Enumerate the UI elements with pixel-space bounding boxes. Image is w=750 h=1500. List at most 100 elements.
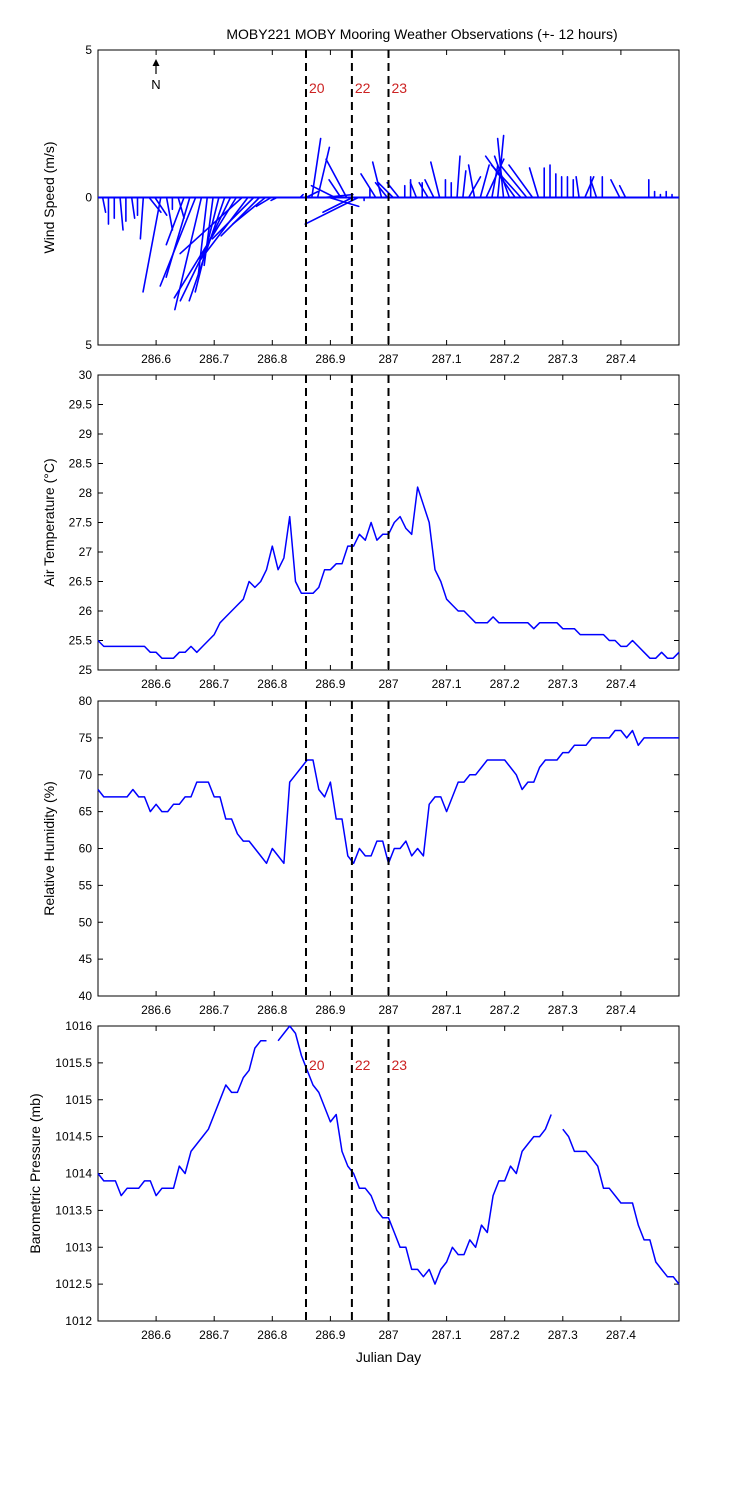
wind-vector <box>255 196 272 208</box>
x-tick-label: 287.3 <box>548 352 578 366</box>
wind-vector <box>310 184 336 199</box>
x-tick-label: 287.4 <box>606 1003 636 1017</box>
wind-vector <box>371 161 383 199</box>
y-tick-label: 0 <box>85 191 92 205</box>
wind-vector <box>377 181 394 199</box>
wind-vector <box>177 196 185 219</box>
figure-title: MOBY221 MOBY Mooring Weather Observation… <box>226 26 617 42</box>
panel-relative-humidity: 286.6 286.7 286.8 286.9 287 287.1 287.2 287.3 28… <box>41 694 680 1017</box>
y-tick-label: 1012.5 <box>55 1277 92 1291</box>
x-tick-label: 287 <box>378 677 398 691</box>
series-line-barometric-pressure <box>562 1128 680 1285</box>
y-tick-label: 1014.5 <box>55 1130 92 1144</box>
y-axis-label: Relative Humidity (%) <box>41 781 57 916</box>
wind-vector <box>456 155 461 199</box>
x-tick-label: 287.4 <box>606 677 636 691</box>
wind-vector <box>119 196 124 231</box>
y-tick-label: 26 <box>79 604 93 618</box>
wind-vector <box>479 164 490 199</box>
y-tick-label: 1016 <box>65 1019 92 1033</box>
wind-vector <box>139 196 145 240</box>
y-tick-label: 70 <box>79 768 93 782</box>
x-tick-label: 286.7 <box>199 1328 229 1342</box>
y-tick-label: 60 <box>79 842 93 856</box>
wind-vector <box>322 193 354 199</box>
wind-vector <box>101 196 107 214</box>
x-tick-label: 286.9 <box>315 1003 345 1017</box>
wind-vector <box>270 196 278 202</box>
wind-vector <box>304 196 360 225</box>
event-marker-label: 20 <box>309 1057 325 1073</box>
x-tick-label: 286.7 <box>199 352 229 366</box>
x-tick-label: 287.2 <box>490 352 520 366</box>
wind-vector <box>618 184 627 199</box>
event-marker-label: 20 <box>309 80 325 96</box>
x-tick-label: 287.2 <box>490 1328 520 1342</box>
x-tick-label: 286.8 <box>257 1328 287 1342</box>
event-marker-label: 23 <box>392 1057 408 1073</box>
wind-vector <box>165 196 174 231</box>
y-axis-label: Wind Speed (m/s) <box>41 141 57 253</box>
x-tick-label: 286.6 <box>141 1003 171 1017</box>
x-tick-label: 287.1 <box>432 352 462 366</box>
x-tick-label: 287 <box>378 1003 398 1017</box>
x-tick-label: 287.3 <box>548 677 578 691</box>
y-tick-label: 26.5 <box>69 575 93 589</box>
panel-air-temperature: 286.6 286.7 286.8 286.9 287 287.1 287.2 287.3 28… <box>41 368 680 691</box>
wind-vector <box>220 196 261 237</box>
wind-vector <box>325 158 348 199</box>
wind-vector <box>165 196 185 246</box>
y-tick-label: 29.5 <box>69 398 93 412</box>
y-axis-label: Barometric Pressure (mb) <box>27 1093 43 1253</box>
wind-vector <box>142 196 162 293</box>
wind-vector <box>409 181 418 199</box>
wind-vector <box>496 137 505 199</box>
y-tick-label: 28.5 <box>69 457 93 471</box>
y-tick-label: 1015.5 <box>55 1056 92 1070</box>
wind-vector <box>311 137 322 199</box>
wind-vector <box>418 181 429 199</box>
x-tick-label: 287.2 <box>490 1003 520 1017</box>
wind-vector <box>499 164 528 199</box>
wind-vector <box>484 155 516 199</box>
wind-vector <box>589 179 598 199</box>
event-marker-label: 23 <box>392 80 408 96</box>
wind-vector <box>490 164 522 199</box>
y-tick-label: 50 <box>79 915 93 929</box>
wind-vector <box>188 196 226 302</box>
y-tick-label: 75 <box>79 731 93 745</box>
x-tick-label: 287.4 <box>606 1328 636 1342</box>
y-tick-label: 80 <box>79 694 93 708</box>
north-label: N <box>151 77 160 92</box>
y-tick-label: 1013.5 <box>55 1203 92 1217</box>
x-tick-label: 286.8 <box>257 352 287 366</box>
wind-vector <box>173 196 238 299</box>
wind-vector <box>528 167 540 199</box>
wind-vector <box>467 176 482 199</box>
x-tick-label: 286.7 <box>199 677 229 691</box>
y-axis-label: Air Temperature (°C) <box>41 458 57 586</box>
x-tick-label: 286.6 <box>141 352 171 366</box>
x-tick-label: 287 <box>378 352 398 366</box>
wind-vector <box>299 193 304 199</box>
y-tick-label: 25 <box>79 663 93 677</box>
y-tick-label: 29 <box>79 427 93 441</box>
wind-vector <box>360 173 377 199</box>
y-tick-label: 40 <box>79 989 93 1003</box>
wind-vector <box>159 196 197 287</box>
x-tick-label: 287 <box>378 1328 398 1342</box>
y-tick-label: 65 <box>79 805 93 819</box>
y-tick-label: 25.5 <box>69 634 93 648</box>
wind-vector <box>232 196 267 225</box>
panel-wind: 286.6 286.7 286.8 286.9 287 287.1 287.2 287.3 28… <box>41 43 680 366</box>
y-tick-label: 1012 <box>65 1314 92 1328</box>
series-line-barometric-pressure <box>277 1025 552 1285</box>
y-tick-label: 5 <box>85 43 92 57</box>
x-tick-label: 287.1 <box>432 677 462 691</box>
wind-vector <box>165 196 191 278</box>
x-tick-label: 286.7 <box>199 1003 229 1017</box>
wind-vector <box>211 196 255 240</box>
x-tick-label: 286.9 <box>315 1328 345 1342</box>
y-tick-label: 28 <box>79 486 93 500</box>
